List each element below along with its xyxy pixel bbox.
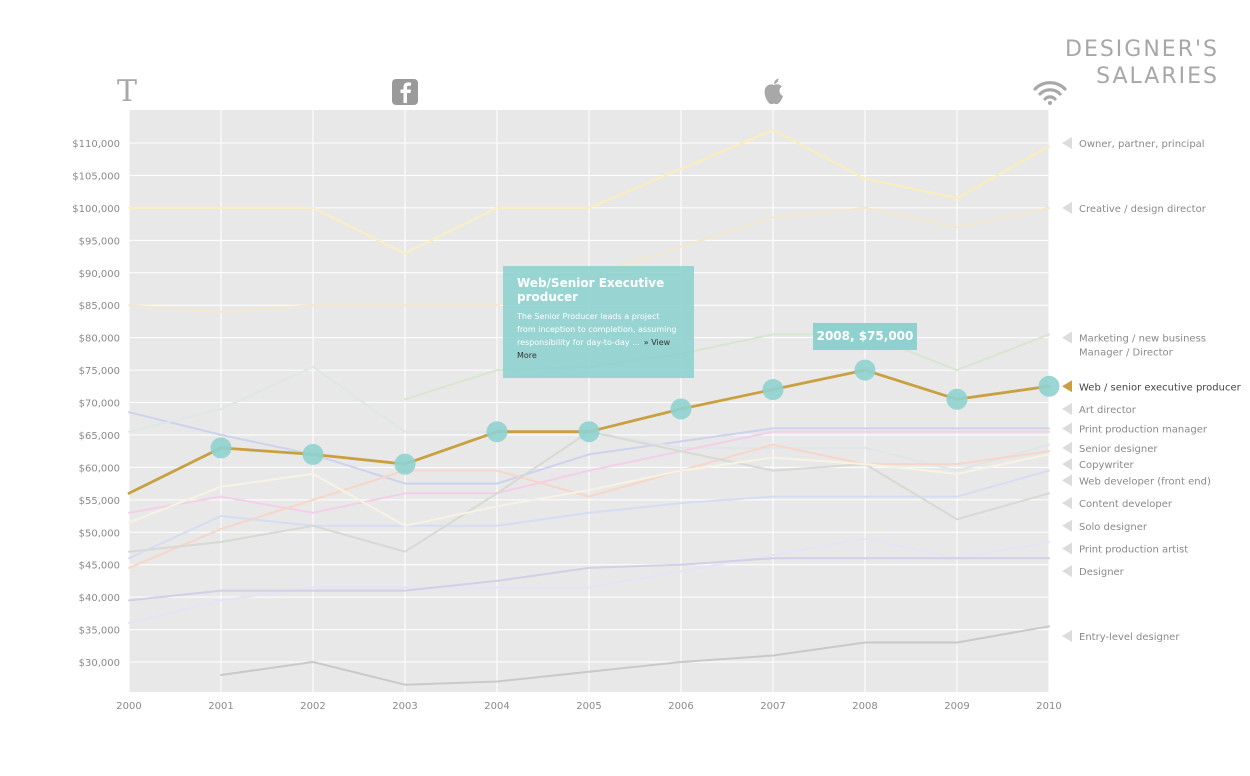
data-point-marker[interactable] <box>854 359 876 381</box>
y-tick-label: $85,000 <box>79 301 120 312</box>
y-tick-label: $30,000 <box>79 658 120 669</box>
x-tick-label: 2008 <box>852 701 877 712</box>
legend-label[interactable]: Creative / design director <box>1079 204 1207 215</box>
data-point-marker[interactable] <box>210 437 232 459</box>
x-tick-label: 2002 <box>300 701 325 712</box>
x-tick-label: 2000 <box>116 701 141 712</box>
data-point-marker[interactable] <box>486 421 508 443</box>
legend-label[interactable]: Solo designer <box>1079 522 1148 533</box>
legend-marker[interactable] <box>1062 458 1072 471</box>
tooltip-body: The Senior Producer leads a project from… <box>517 310 680 362</box>
x-tick-label: 2006 <box>668 701 693 712</box>
wifi-icon[interactable] <box>1033 80 1067 106</box>
legend-marker[interactable] <box>1062 565 1072 578</box>
x-tick-label: 2004 <box>484 701 509 712</box>
y-tick-label: $45,000 <box>79 561 120 572</box>
data-point-marker[interactable] <box>578 421 600 443</box>
legend-label[interactable]: Marketing / new business <box>1079 334 1206 345</box>
legend-label[interactable]: Print production artist <box>1079 544 1188 555</box>
y-tick-label: $90,000 <box>79 269 120 280</box>
tooltip-title: Web/Senior Executive producer <box>517 276 665 304</box>
y-tick-label: $105,000 <box>72 171 120 182</box>
series-line[interactable] <box>128 411 1050 485</box>
y-tick-label: $55,000 <box>79 496 120 507</box>
x-tick-label: 2003 <box>392 701 417 712</box>
y-tick-label: $70,000 <box>79 399 120 410</box>
legend: Owner, partner, principal Creative / desi… <box>1062 137 1242 643</box>
series-line[interactable] <box>128 469 1050 560</box>
x-tick-label: 2009 <box>944 701 969 712</box>
series-line[interactable] <box>128 453 1050 527</box>
series-line[interactable] <box>128 430 1050 514</box>
series-line[interactable] <box>128 557 1050 602</box>
y-tick-label: $110,000 <box>72 139 120 150</box>
y-tick-label: $65,000 <box>79 431 120 442</box>
legend-label[interactable]: Manager / Director <box>1079 348 1174 359</box>
y-tick-label: $60,000 <box>79 463 120 474</box>
legend-marker[interactable] <box>1062 331 1072 344</box>
legend-marker[interactable] <box>1062 474 1072 487</box>
legend-marker[interactable] <box>1062 630 1072 643</box>
data-point-marker[interactable] <box>946 388 968 410</box>
x-axis-ticks: 2000 2001 2002 2003 2004 2005 2006 2007 2008 2009… <box>116 701 1061 712</box>
series-line[interactable] <box>220 625 1050 686</box>
page-title: DESIGNER'S SALARIES <box>959 36 1219 90</box>
wifi-glyph <box>1033 81 1067 105</box>
apple-glyph <box>764 78 783 105</box>
legend-marker[interactable] <box>1062 519 1072 532</box>
typography-icon[interactable]: T <box>117 74 138 109</box>
legend-label[interactable]: Senior designer <box>1079 444 1158 455</box>
y-tick-label: $75,000 <box>79 366 120 377</box>
y-tick-label: $100,000 <box>72 204 120 215</box>
legend-marker[interactable] <box>1062 422 1072 435</box>
y-tick-label: $95,000 <box>79 236 120 247</box>
legend-marker[interactable] <box>1062 497 1072 510</box>
legend-label[interactable]: Copywriter <box>1079 460 1135 471</box>
series-line[interactable] <box>128 206 590 255</box>
title-line-2: SALARIES <box>1096 64 1219 89</box>
series-line[interactable] <box>588 129 1050 209</box>
legend-marker[interactable] <box>1062 402 1072 415</box>
x-tick-label: 2007 <box>760 701 785 712</box>
legend-label[interactable]: Content developer <box>1079 499 1173 510</box>
facebook-icon[interactable] <box>392 79 418 105</box>
legend-marker[interactable] <box>1062 542 1072 555</box>
legend-label[interactable]: Designer <box>1079 567 1125 578</box>
legend-marker[interactable] <box>1062 137 1072 149</box>
value-badge: 2008, $75,000 <box>813 323 917 350</box>
data-point-marker[interactable] <box>394 453 416 475</box>
series-line[interactable] <box>128 443 1050 569</box>
data-point-marker[interactable] <box>302 443 324 465</box>
legend-marker[interactable] <box>1062 201 1072 214</box>
legend-label[interactable]: Owner, partner, principal <box>1079 139 1205 150</box>
data-point-marker[interactable] <box>670 398 692 420</box>
view-more-link[interactable]: » View More <box>517 338 671 360</box>
series-tooltip: Web/Senior Executive producer The Senior… <box>503 266 694 378</box>
highlight-markers <box>210 359 1060 475</box>
series-line[interactable] <box>128 537 1050 625</box>
legend-label[interactable]: Print production manager <box>1079 424 1208 435</box>
x-tick-label: 2005 <box>576 701 601 712</box>
data-point-marker[interactable] <box>762 379 784 401</box>
x-tick-label: 2001 <box>208 701 233 712</box>
y-tick-label: $80,000 <box>79 334 120 345</box>
y-axis-ticks: $30,000 $35,000 $40,000 $45,000 $50,000 $55,0… <box>72 139 120 669</box>
x-tick-label: 2010 <box>1036 701 1061 712</box>
legend-label[interactable]: Art director <box>1079 405 1137 416</box>
apple-icon[interactable] <box>760 76 788 106</box>
legend-label[interactable]: Web developer (front end) <box>1079 476 1211 487</box>
y-tick-label: $35,000 <box>79 626 120 637</box>
legend-marker[interactable] <box>1062 441 1072 454</box>
y-tick-label: $50,000 <box>79 528 120 539</box>
legend-label[interactable]: Entry-level designer <box>1079 632 1180 643</box>
facebook-glyph <box>400 82 411 103</box>
data-point-marker[interactable] <box>1038 375 1060 397</box>
legend-marker[interactable] <box>1062 380 1072 393</box>
legend-label[interactable]: Web / senior executive producer <box>1079 382 1242 393</box>
tooltip-text: The Senior Producer leads a project from… <box>517 312 677 347</box>
title-line-1: DESIGNER'S <box>1065 37 1219 62</box>
y-tick-label: $40,000 <box>79 593 120 604</box>
